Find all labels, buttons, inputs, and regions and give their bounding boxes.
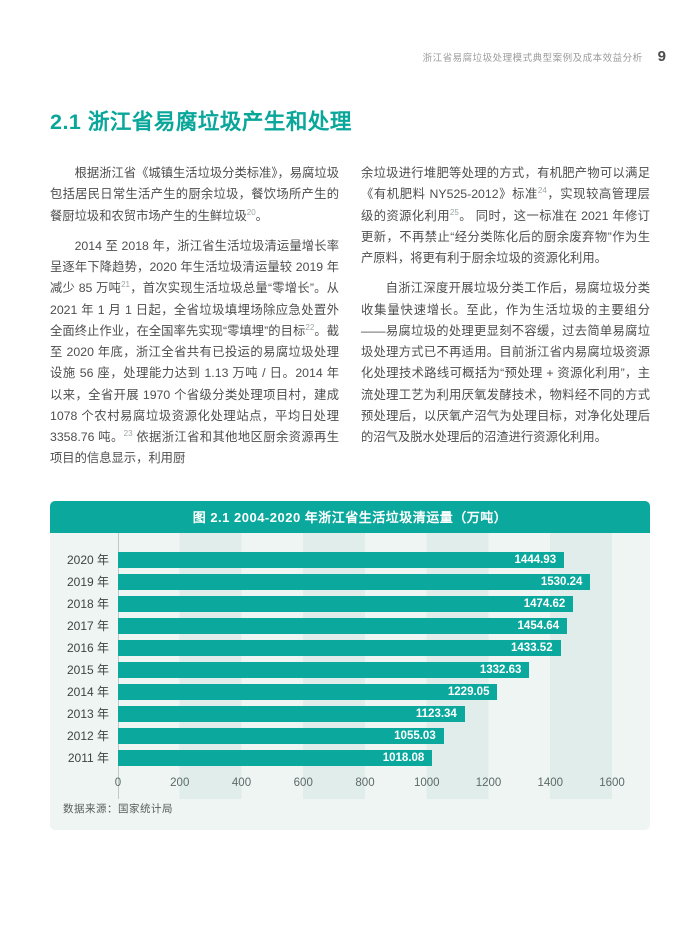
bar-row: 1454.64 [118, 615, 612, 637]
bar: 1444.93 [118, 551, 565, 568]
y-axis-label: 2020 年 [66, 552, 109, 567]
bar: 1123.34 [118, 705, 465, 722]
bar-row: 1123.34 [118, 703, 612, 725]
footnote-ref: 20 [246, 207, 256, 217]
y-axis-label: 2018 年 [66, 596, 109, 611]
bar-row: 1055.03 [118, 725, 612, 747]
bar-value-label: 1018.08 [382, 751, 425, 764]
x-axis-tick: 600 [293, 776, 313, 789]
body-paragraph: 根据浙江省《城镇生活垃圾分类标准》，易腐垃圾包括居民日常生活产生的厨余垃圾，餐饮… [50, 166, 339, 223]
x-axis-tick: 800 [355, 776, 375, 789]
bar: 1530.24 [118, 573, 591, 590]
chart-plot-region: 2020 年 2019 年 2018 年 2017 年 2016 年 2015 年 2014… [50, 532, 650, 799]
bar: 1454.64 [118, 617, 568, 634]
y-axis-label: 2016 年 [66, 640, 109, 655]
running-header-title: 浙江省易腐垃圾处理模式典型案例及成本效益分析 [422, 53, 643, 64]
footnote-ref: 22 [305, 322, 315, 332]
bar: 1474.62 [118, 595, 574, 612]
x-axis-tick: 0 [114, 776, 122, 789]
bar: 1229.05 [118, 683, 498, 700]
page-number: 9 [657, 48, 666, 65]
y-axis-label: 2014 年 [66, 684, 109, 699]
footnote-ref: 23 [123, 429, 133, 439]
body-paragraph: 余垃圾进行堆肥等处理的方式，有机肥产物可以满足《有机肥料 NY525-2012》… [361, 166, 650, 266]
bar-row: 1229.05 [118, 681, 612, 703]
section-title: 2.1 浙江省易腐垃圾产生和处理 [50, 110, 352, 134]
left-column: 根据浙江省《城镇生活垃圾分类标准》，易腐垃圾包括居民日常生活产生的厨余垃圾，餐饮… [50, 163, 339, 479]
x-axis-tick: 200 [170, 776, 190, 789]
plot-area: 1444.93 1530.24 1474.62 1454.64 1433.52 1332.… [114, 532, 625, 799]
bar-row: 1444.93 [118, 549, 612, 571]
x-axis-tick: 1000 [413, 776, 440, 789]
footnote-ref: 24 [537, 186, 547, 196]
bar-value-label: 1229.05 [447, 685, 490, 698]
bar: 1433.52 [118, 639, 561, 656]
right-column: 余垃圾进行堆肥等处理的方式，有机肥产物可以满足《有机肥料 NY525-2012》… [361, 163, 650, 479]
bar-value-label: 1474.62 [523, 597, 566, 610]
y-axis-label: 2015 年 [66, 662, 109, 677]
bar-value-label: 1123.34 [415, 707, 457, 720]
y-axis-label: 2011 年 [67, 750, 109, 765]
chart-title: 图 2.1 2004-2020 年浙江省生活垃圾清运量（万吨） [50, 500, 650, 533]
bars-container: 1444.93 1530.24 1474.62 1454.64 1433.52 1332.… [118, 549, 612, 769]
bar-value-label: 1454.64 [517, 619, 560, 632]
bar: 1055.03 [118, 727, 444, 744]
bar-row: 1332.63 [118, 659, 612, 681]
bar-row: 1433.52 [118, 637, 612, 659]
bar: 1018.08 [118, 749, 433, 766]
bar: 1332.63 [118, 661, 530, 678]
bar-value-label: 1332.63 [479, 663, 522, 676]
body-paragraph: 自浙江深度开展垃圾分类工作后，易腐垃圾分类收集量快速增长。至此，作为生活垃圾的主… [361, 281, 650, 445]
bar-row: 1530.24 [118, 571, 612, 593]
page-header: 浙江省易腐垃圾处理模式典型案例及成本效益分析 9 [0, 0, 700, 65]
x-axis-tick: 1400 [537, 776, 564, 789]
y-axis-label: 2012 年 [66, 728, 109, 743]
data-source-note: 数据来源：国家统计局 [63, 802, 173, 815]
body-paragraph: 2014 至 2018 年，浙江省生活垃圾清运量增长率呈逐年下降趋势，2020 … [50, 238, 339, 466]
y-axis-label: 2017 年 [66, 618, 109, 633]
bar-value-label: 1444.93 [514, 553, 557, 566]
bar-value-label: 1433.52 [511, 641, 553, 654]
footnote-ref: 25 [449, 207, 459, 217]
y-axis-label: 2013 年 [66, 706, 109, 721]
y-axis-labels: 2020 年 2019 年 2018 年 2017 年 2016 年 2015 年 2014… [60, 549, 118, 799]
bar-value-label: 1055.03 [394, 729, 436, 742]
bar-row: 1018.08 [118, 747, 612, 769]
x-axis-tick: 400 [231, 776, 252, 789]
figure-2-1: 图 2.1 2004-2020 年浙江省生活垃圾清运量（万吨） 2020 年 20… [50, 500, 650, 830]
y-axis-label: 2019 年 [66, 574, 109, 589]
bar-value-label: 1530.24 [540, 575, 583, 588]
body-columns: 根据浙江省《城镇生活垃圾分类标准》，易腐垃圾包括居民日常生活产生的厨余垃圾，餐饮… [50, 163, 650, 479]
x-axis-tick: 1200 [475, 776, 502, 789]
footnote-ref: 21 [121, 280, 130, 290]
x-axis-tick: 1600 [599, 776, 625, 789]
x-axis: 0 200 400 600 800 1000 1200 1400 1600 [114, 773, 625, 799]
bar-row: 1474.62 [118, 593, 612, 615]
